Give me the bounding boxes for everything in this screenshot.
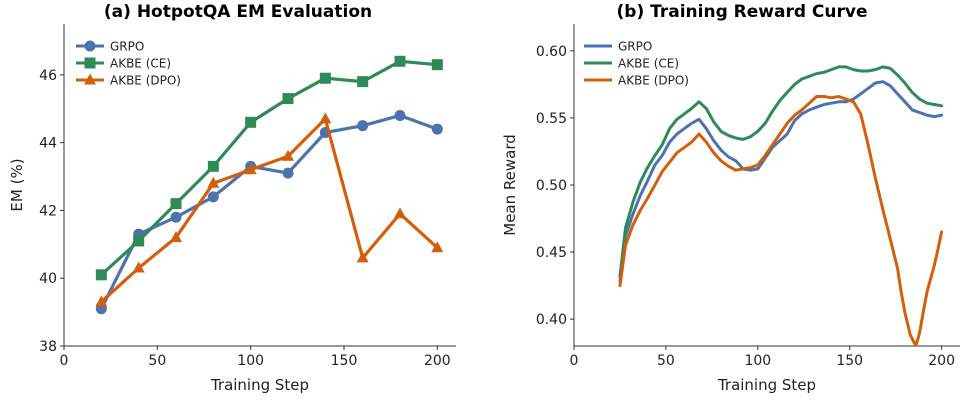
x-tick-label: 100 — [744, 353, 771, 369]
data-point-dpo — [394, 207, 406, 219]
legend-marker-dpo — [84, 73, 96, 85]
x-axis-label: Training Step — [210, 376, 309, 394]
x-tick-label: 100 — [237, 353, 264, 369]
data-point-ce — [282, 93, 294, 105]
y-tick-label: 0.55 — [536, 111, 567, 127]
data-point-dpo — [319, 112, 332, 124]
y-tick-label: 38 — [39, 339, 57, 355]
series-line-ce — [99, 59, 439, 277]
x-tick-label: 150 — [836, 353, 863, 369]
data-point-grpo — [357, 120, 369, 132]
series-line-ce — [618, 65, 944, 278]
y-tick-label: 46 — [39, 68, 57, 84]
data-point-ce — [207, 160, 219, 172]
plot-area — [618, 65, 944, 346]
data-point-grpo — [170, 211, 182, 223]
legend-marker-grpo — [84, 40, 96, 52]
y-tick-label: 42 — [39, 203, 57, 219]
x-tick-label: 0 — [570, 353, 579, 369]
panel-training-reward: (b) Training Reward Curve 0 50 100 150 200 0.4… — [501, 2, 960, 394]
y-tick-label: 0.45 — [536, 245, 567, 261]
data-point-dpo — [356, 251, 369, 263]
data-point-ce — [245, 116, 257, 128]
x-axis-label: Training Step — [717, 376, 816, 394]
data-point-grpo — [394, 110, 406, 122]
data-point-ce — [95, 269, 107, 281]
series-line-grpo — [99, 113, 439, 311]
data-point-ce — [170, 198, 182, 210]
series-line-dpo — [99, 117, 439, 304]
data-point-dpo — [431, 241, 444, 253]
series-line-grpo — [618, 80, 944, 284]
x-tick-label: 0 — [60, 353, 69, 369]
y-tick-label: 0.50 — [536, 178, 567, 194]
data-point-grpo — [207, 191, 219, 203]
chart-title: (b) Training Reward Curve — [617, 2, 868, 22]
x-tick-label: 50 — [148, 353, 166, 369]
data-point-ce — [319, 72, 331, 84]
series-line-dpo — [618, 95, 944, 346]
x-tick-label: 50 — [657, 353, 675, 369]
data-point-dpo — [170, 231, 182, 243]
legend: GRPO AKBE (CE) AKBE (DPO) — [584, 40, 689, 88]
y-tick-label: 40 — [39, 271, 57, 287]
panel-em-evaluation: (a) HotpotQA EM Evaluation 0 50 100 150 200 38… — [8, 2, 456, 394]
x-tick-label: 150 — [331, 353, 358, 369]
plot-area — [95, 55, 444, 315]
y-tick-label: 44 — [39, 136, 57, 152]
x-tick-label: 200 — [928, 353, 955, 369]
data-point-dpo — [207, 176, 220, 188]
legend: GRPO AKBE (CE) AKBE (DPO) — [76, 40, 181, 88]
data-point-dpo — [244, 163, 257, 175]
data-point-grpo — [282, 167, 294, 179]
y-tick-label: 0.60 — [536, 44, 567, 60]
y-tick-label: 0.40 — [536, 312, 567, 328]
data-point-grpo — [431, 123, 443, 135]
legend-label: AKBE (CE) — [618, 57, 679, 71]
legend-marker-ce — [84, 57, 96, 69]
legend-label: AKBE (CE) — [110, 57, 171, 71]
x-tick-label: 200 — [424, 353, 451, 369]
data-point-ce — [357, 76, 369, 88]
data-point-ce — [431, 59, 443, 71]
legend-label: AKBE (DPO) — [110, 74, 181, 88]
y-axis-label: EM (%) — [8, 158, 26, 211]
data-point-ce — [133, 235, 145, 247]
legend-label: AKBE (DPO) — [618, 74, 689, 88]
data-point-dpo — [95, 295, 108, 307]
y-axis-label: Mean Reward — [501, 134, 519, 236]
legend-label: GRPO — [110, 40, 144, 54]
data-point-dpo — [282, 149, 294, 161]
data-point-dpo — [132, 261, 145, 273]
chart-title: (a) HotpotQA EM Evaluation — [104, 2, 372, 22]
data-point-ce — [394, 55, 406, 67]
legend-label: GRPO — [618, 40, 652, 54]
